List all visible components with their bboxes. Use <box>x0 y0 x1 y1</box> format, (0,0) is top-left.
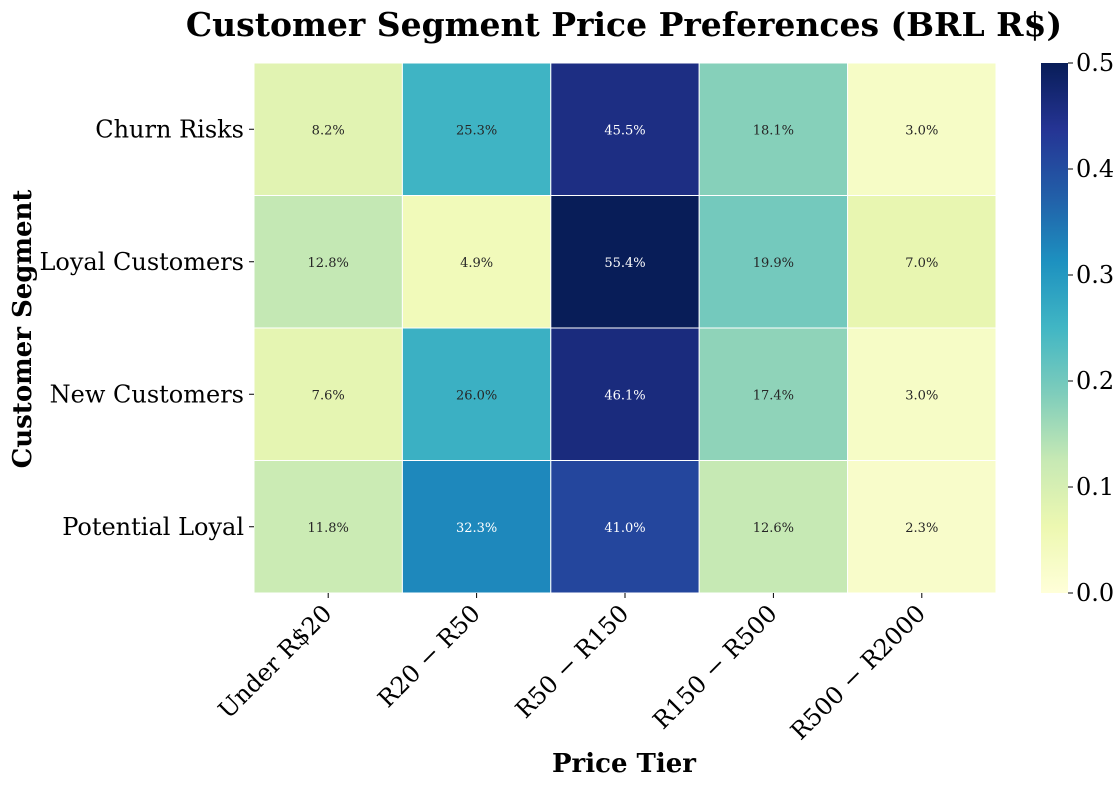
cell-value-label: 25.3% <box>456 123 497 138</box>
heatmap-cell <box>550 460 700 594</box>
heatmap-cell <box>550 327 700 461</box>
cell-value-label: 46.1% <box>604 388 645 403</box>
colorbar-tick-label: 0.3 <box>1076 261 1114 289</box>
heatmap-cell <box>698 327 849 461</box>
heatmap-cell <box>253 62 403 196</box>
colorbar-tick-label: 0.1 <box>1076 473 1114 501</box>
cell-value-label: 4.9% <box>460 256 493 271</box>
y-axis: Churn Risks Loyal Customers New Customers P… <box>39 115 254 541</box>
heatmap-cells <box>253 62 997 594</box>
cell-labels: 8.2% 25.3% 45.5% 18.1% 3.0% 12.8% 4.9% 55.4% 19.… <box>308 123 939 536</box>
cell-value-label: 12.8% <box>308 256 349 271</box>
y-axis-title: Customer Segment <box>8 190 38 469</box>
cell-value-label: 32.3% <box>456 521 497 536</box>
cell-value-label: 7.0% <box>905 256 938 271</box>
colorbar-tick-label: 0.5 <box>1076 49 1114 77</box>
y-tick-label: Loyal Customers <box>39 248 244 276</box>
heatmap-cell <box>401 460 552 594</box>
x-tick-label: Under R$20 <box>213 599 338 724</box>
cell-value-label: 26.0% <box>456 388 497 403</box>
cell-value-label: 55.4% <box>604 256 645 271</box>
heatmap-cell <box>550 62 700 196</box>
x-tick-label: R150 − R500 <box>647 599 782 734</box>
y-tick-label: Churn Risks <box>95 115 244 143</box>
y-tick-label: Potential Loyal <box>62 513 244 541</box>
x-tick-label: R50 − R150 <box>510 599 634 723</box>
heatmap-cell <box>847 460 997 594</box>
heatmap-cell <box>698 460 849 594</box>
heatmap-cell <box>401 62 552 196</box>
cell-value-label: 2.3% <box>905 521 938 536</box>
cell-value-label: 7.6% <box>312 388 345 403</box>
heatmap-cell <box>550 195 700 329</box>
heatmap-cell <box>698 62 849 196</box>
heatmap-cell <box>847 327 997 461</box>
x-axis: Under R$20 R20 − R50 R50 − R150 R150 − R500… <box>213 593 931 745</box>
colorbar-tick-label: 0.0 <box>1076 579 1114 607</box>
colorbar-gradient <box>1041 63 1068 593</box>
cell-value-label: 8.2% <box>312 123 345 138</box>
chart-title: Customer Segment Price Preferences (BRL … <box>186 5 1062 44</box>
cell-value-label: 41.0% <box>604 521 645 536</box>
cell-value-label: 11.8% <box>308 521 349 536</box>
cell-value-label: 45.5% <box>604 123 645 138</box>
y-tick-label: New Customers <box>50 380 244 408</box>
cell-value-label: 17.4% <box>753 388 794 403</box>
heatmap-cell <box>847 62 997 196</box>
colorbar-tick-label: 0.4 <box>1076 155 1114 183</box>
cell-value-label: 19.9% <box>753 256 794 271</box>
colorbar-tick-label: 0.2 <box>1076 367 1114 395</box>
heatmap-cell <box>253 195 403 329</box>
x-tick-label: R500 − R2000 <box>785 599 931 745</box>
colorbar: 0.0 0.1 0.2 0.3 0.4 0.5 <box>1041 49 1114 607</box>
x-axis-title: Price Tier <box>552 749 696 779</box>
cell-value-label: 3.0% <box>905 123 938 138</box>
cell-value-label: 3.0% <box>905 388 938 403</box>
heatmap-cell <box>401 327 552 461</box>
cell-value-label: 18.1% <box>753 123 794 138</box>
x-tick-label: R20 − R50 <box>372 599 486 713</box>
cell-value-label: 12.6% <box>753 521 794 536</box>
heatmap-cell <box>847 195 997 329</box>
